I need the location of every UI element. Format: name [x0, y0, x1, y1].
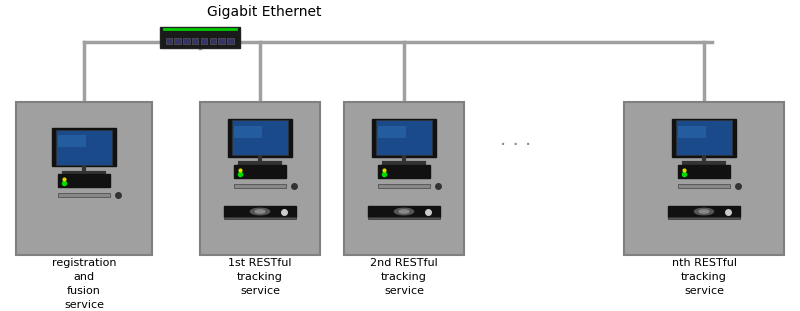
FancyBboxPatch shape: [232, 120, 288, 156]
Circle shape: [399, 210, 409, 213]
Bar: [210, 38, 216, 44]
FancyBboxPatch shape: [378, 165, 430, 178]
FancyBboxPatch shape: [234, 126, 262, 138]
Text: nth RESTful
tracking
service: nth RESTful tracking service: [671, 258, 737, 296]
Text: registration
and
fusion
service: registration and fusion service: [52, 258, 116, 310]
FancyBboxPatch shape: [58, 174, 110, 187]
FancyBboxPatch shape: [344, 102, 464, 255]
FancyBboxPatch shape: [676, 120, 732, 156]
FancyBboxPatch shape: [200, 102, 320, 255]
FancyBboxPatch shape: [228, 119, 292, 157]
FancyBboxPatch shape: [234, 183, 286, 188]
Text: 1st RESTful
tracking
service: 1st RESTful tracking service: [228, 258, 292, 296]
FancyBboxPatch shape: [678, 126, 706, 138]
FancyBboxPatch shape: [668, 217, 740, 219]
Bar: [227, 38, 234, 44]
Bar: [192, 38, 198, 44]
FancyBboxPatch shape: [224, 206, 296, 217]
FancyBboxPatch shape: [678, 165, 730, 178]
FancyBboxPatch shape: [376, 120, 432, 156]
FancyBboxPatch shape: [234, 165, 286, 178]
Text: Gigabit Ethernet: Gigabit Ethernet: [206, 5, 322, 19]
Circle shape: [255, 210, 265, 213]
Bar: [183, 38, 190, 44]
Circle shape: [694, 208, 714, 215]
FancyBboxPatch shape: [58, 193, 110, 197]
Bar: [218, 38, 225, 44]
FancyBboxPatch shape: [624, 102, 784, 255]
FancyBboxPatch shape: [678, 183, 730, 188]
FancyBboxPatch shape: [224, 217, 296, 219]
FancyBboxPatch shape: [368, 206, 440, 217]
FancyBboxPatch shape: [52, 128, 116, 166]
FancyBboxPatch shape: [160, 27, 240, 48]
FancyBboxPatch shape: [372, 119, 436, 157]
Text: 2nd RESTful
tracking
service: 2nd RESTful tracking service: [370, 258, 438, 296]
FancyBboxPatch shape: [378, 126, 406, 138]
Bar: [174, 38, 181, 44]
Circle shape: [699, 210, 709, 213]
Text: . . .: . . .: [500, 130, 532, 149]
Bar: [201, 38, 207, 44]
FancyBboxPatch shape: [56, 130, 112, 165]
Bar: [166, 38, 172, 44]
FancyBboxPatch shape: [668, 206, 740, 217]
FancyBboxPatch shape: [378, 183, 430, 188]
Circle shape: [250, 208, 270, 215]
FancyBboxPatch shape: [368, 217, 440, 219]
FancyBboxPatch shape: [672, 119, 736, 157]
FancyBboxPatch shape: [58, 135, 86, 147]
Circle shape: [394, 208, 414, 215]
FancyBboxPatch shape: [16, 102, 152, 255]
